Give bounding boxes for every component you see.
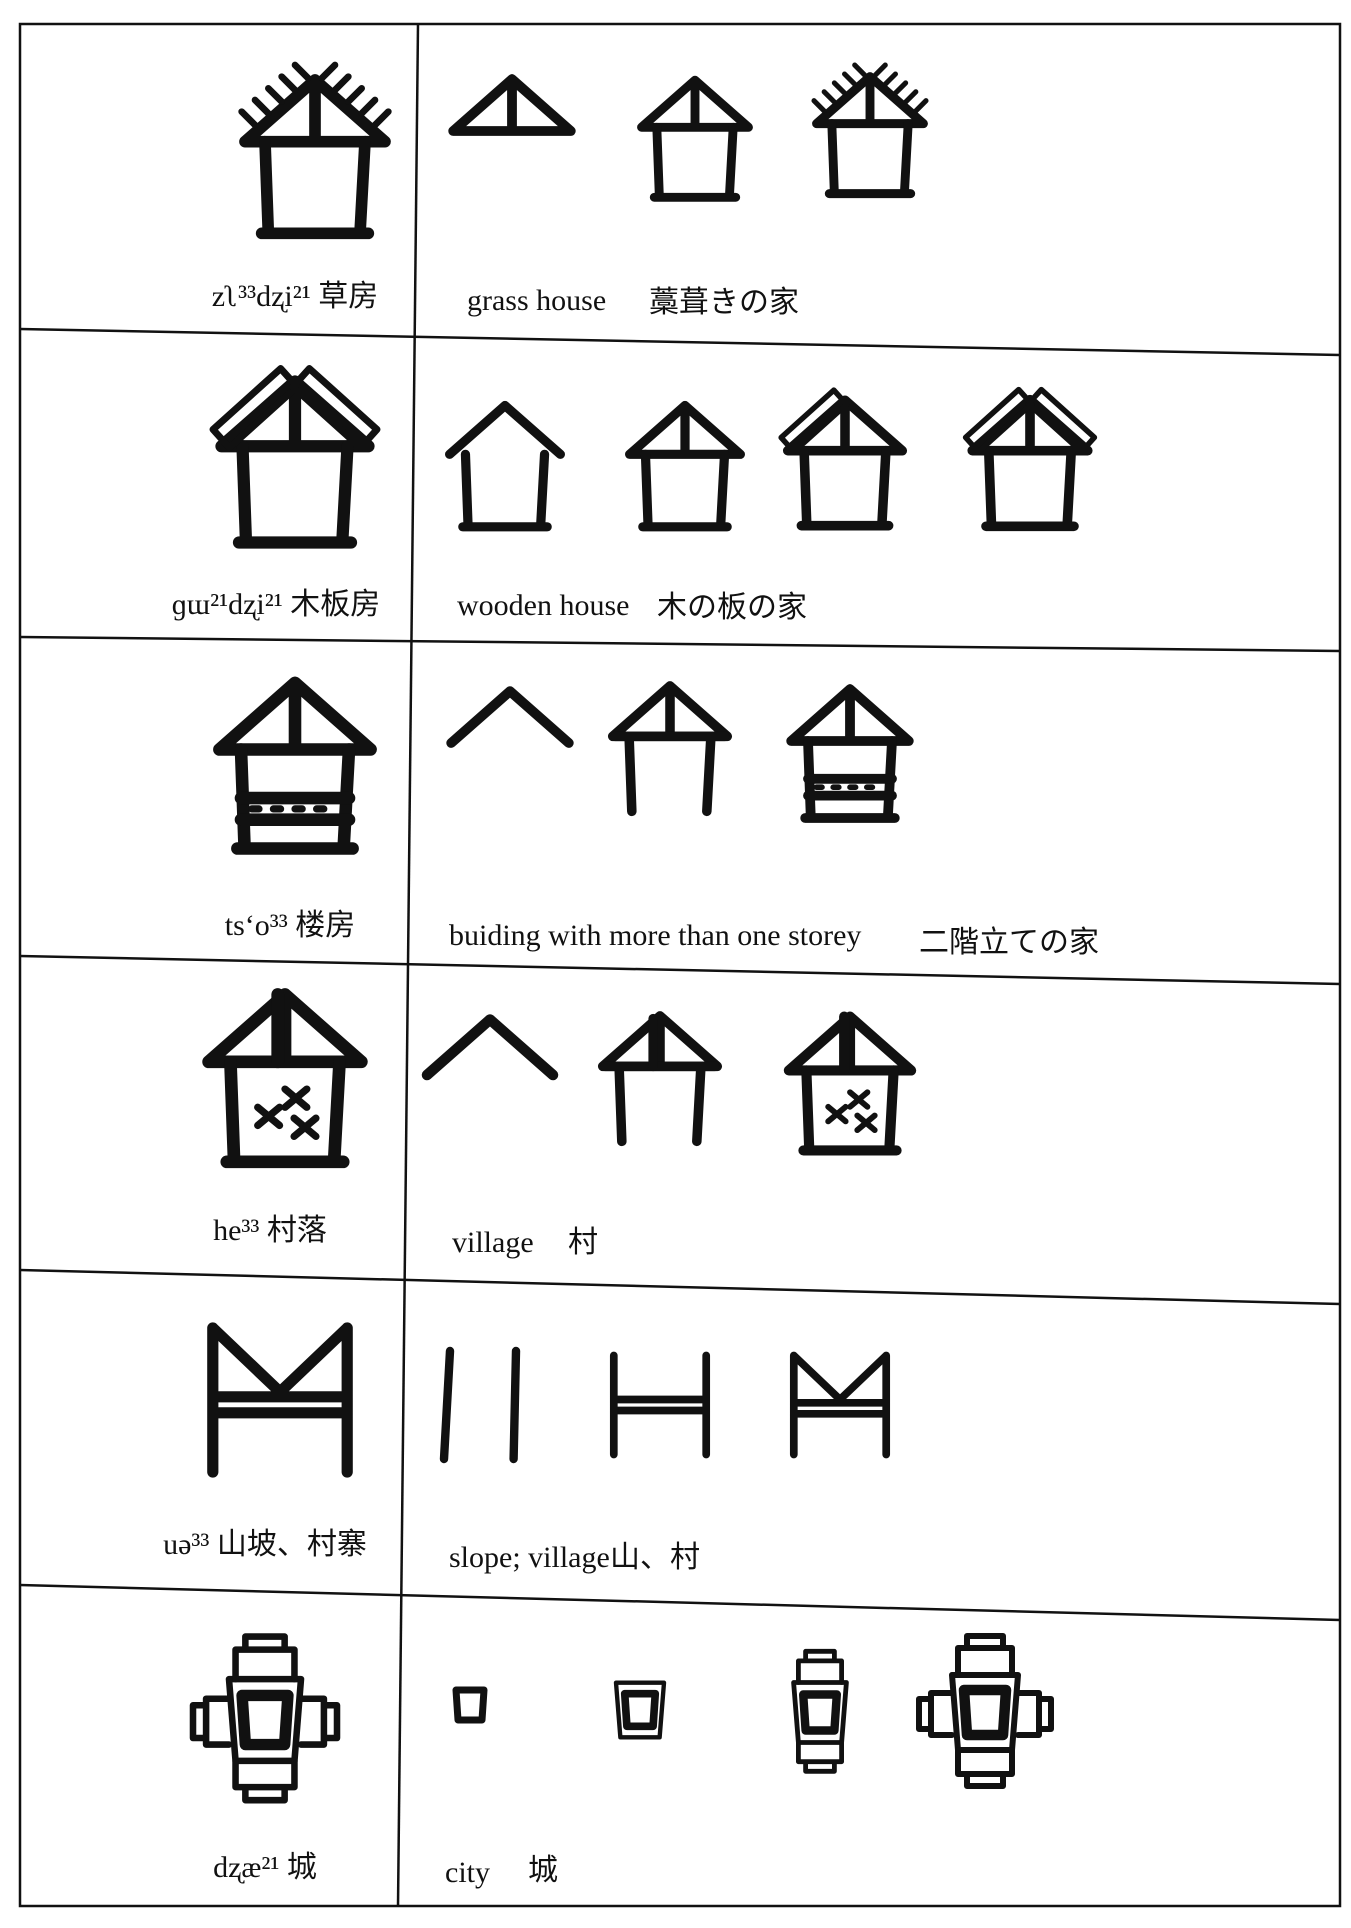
glyph-row-1 — [242, 65, 926, 233]
japanese-gloss: 木の板の家 — [657, 591, 807, 624]
english-gloss: grass house — [467, 284, 606, 317]
term: uə³³ 山坡、村寨 — [163, 1528, 367, 1561]
term: ɡɯ²¹dʐi²¹ 木板房 — [172, 588, 380, 621]
table-grid — [18, 22, 1342, 1908]
glyph-row-3 — [219, 683, 908, 849]
japanese-gloss: 山、村 — [610, 1541, 700, 1574]
term: zʅ³³dʐi²¹ 草房 — [212, 280, 379, 313]
english-gloss: buiding with more than one storey — [449, 919, 861, 952]
english-gloss: slope; village — [449, 1541, 610, 1574]
japanese-gloss: 藁葺きの家 — [649, 286, 799, 319]
japanese-gloss: 村 — [568, 1226, 598, 1259]
japanese-gloss: 二階立ての家 — [919, 926, 1099, 959]
glyph-row-5 — [207, 1322, 891, 1478]
english-gloss: wooden house — [457, 589, 629, 622]
term: tsʻo³³ 楼房 — [225, 909, 356, 942]
english-gloss: village — [452, 1226, 534, 1259]
japanese-gloss: 城 — [528, 1854, 558, 1887]
term: he³³ 村落 — [213, 1214, 327, 1247]
english-gloss: city — [445, 1856, 490, 1889]
glyph-row-2 — [213, 369, 1094, 543]
term: dʐæ²¹ 城 — [213, 1851, 317, 1884]
glyph-row-6 — [193, 1636, 1051, 1800]
glyph-row-4 — [209, 988, 911, 1162]
